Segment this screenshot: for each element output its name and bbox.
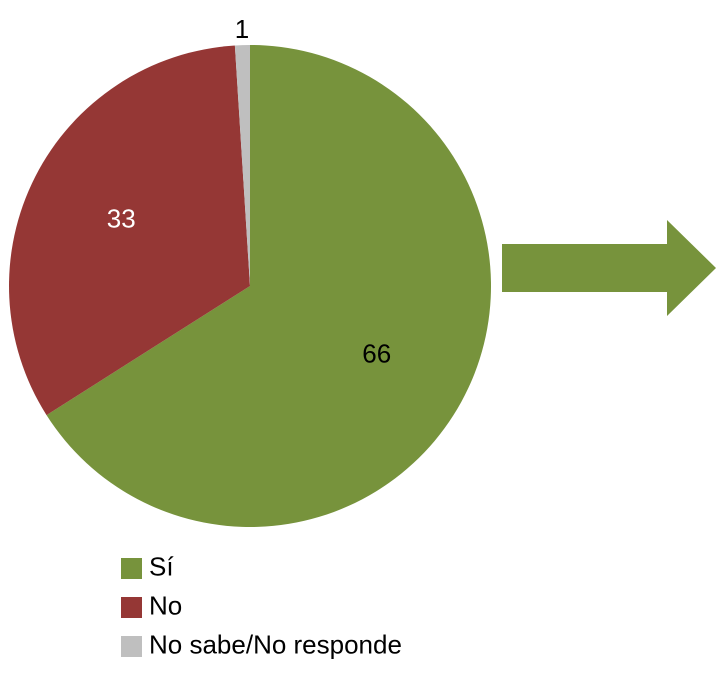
legend-label-3: No sabe/No responde: [149, 629, 402, 659]
legend-label-1: Sí: [149, 551, 174, 581]
right-arrow-icon: [502, 220, 716, 316]
data-label-3: 1: [235, 14, 249, 44]
legend-swatch-2: [121, 597, 142, 618]
pie-slice-1: [46, 44, 492, 528]
legend-label-2: No: [149, 590, 182, 620]
pie-slice-2: [9, 45, 251, 416]
pie-slices: [9, 44, 492, 528]
legend: Sí No No sabe/No responde: [121, 551, 402, 659]
legend-swatch-3: [121, 636, 142, 657]
pie-data-labels: 66 33 1: [107, 14, 391, 369]
pie-slice-3: [234, 45, 250, 286]
data-label-2: 33: [107, 203, 136, 233]
data-label-1: 66: [362, 339, 391, 369]
legend-swatch-1: [121, 558, 142, 579]
